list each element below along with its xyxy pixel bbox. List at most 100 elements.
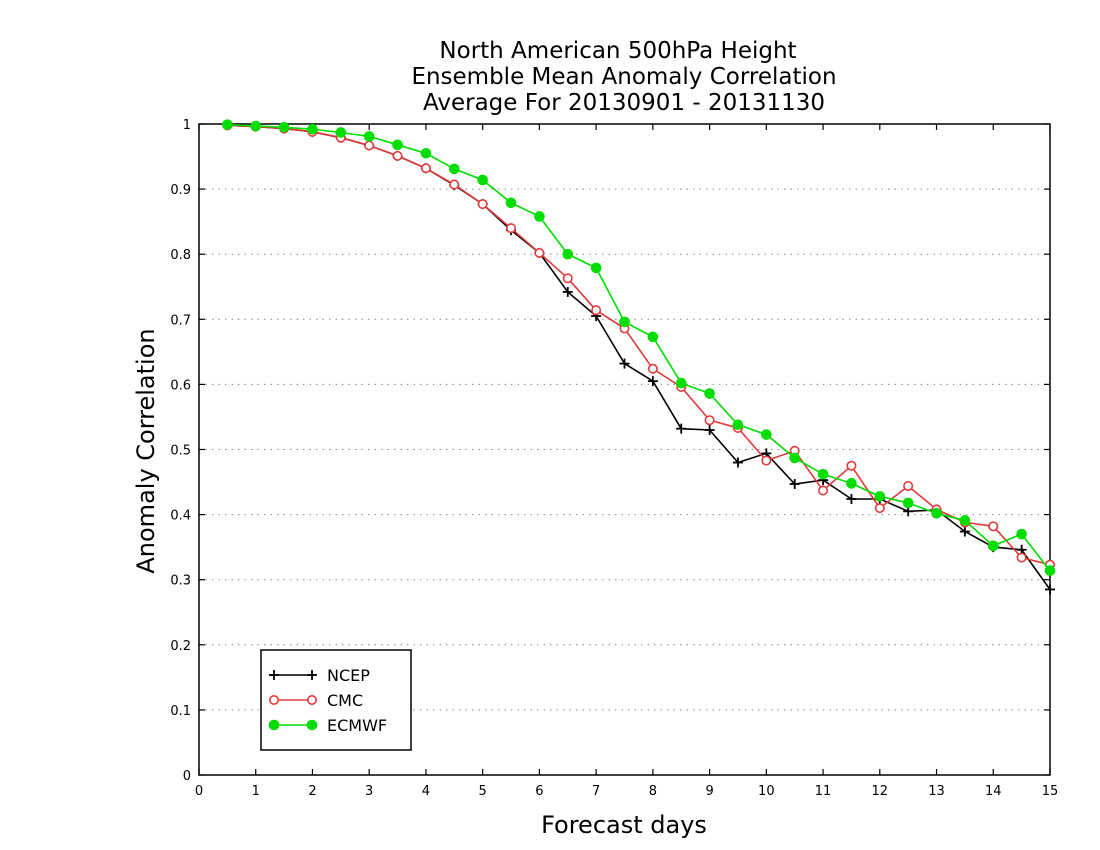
chart-titles: North American 500hPa Height Ensemble Me… [411,38,836,116]
x-tick-label: 8 [649,784,657,799]
data-point-ecmwf [817,468,829,480]
data-point-ncep [1045,584,1055,595]
data-point-cmc [364,140,375,151]
x-tick-label: 5 [479,784,487,799]
data-point-ecmwf [959,515,971,526]
chart-subtitle: Ensemble Mean Anomaly Correlation [411,64,836,90]
x-tick-label: 1 [252,784,260,799]
data-point-ecmwf [505,197,517,209]
x-tick-label: 4 [422,784,430,799]
data-point-ecmwf [789,452,801,464]
gridlines [199,188,1050,711]
data-point-ecmwf [1044,565,1056,576]
data-point-cmc [761,455,772,466]
x-tick-label: 11 [815,784,832,799]
data-point-ecmwf [619,316,630,328]
data-point-ecmwf [562,248,574,260]
data-point-cmc [392,150,403,161]
data-point-ncep [846,493,857,504]
legend-marker-ecmwf [306,719,318,731]
x-tick-label: 12 [872,784,889,799]
legend-marker-ncep [269,670,279,680]
data-point-cmc [420,163,431,174]
x-tick-label: 3 [365,784,373,799]
series-line-ncep [227,124,1051,590]
data-point-cmc [704,415,715,426]
series-ncep [222,120,1055,595]
series-ecmwf [222,119,1056,576]
x-tick-label: 15 [1042,784,1059,799]
data-point-ecmwf [590,262,602,274]
y-axis-label: Anomaly Correlation [132,328,160,573]
x-tick-label: 2 [308,784,316,799]
data-point-cmc [562,273,573,284]
data-point-ecmwf [902,497,914,509]
data-point-ncep [676,423,687,434]
data-point-cmc [477,199,488,210]
data-point-ncep [959,526,970,537]
data-point-ncep [647,376,658,387]
data-point-ncep [562,286,573,297]
data-point-ecmwf [307,123,318,135]
y-tick-label: 0 [183,769,191,784]
series-cmc [222,120,1056,570]
data-point-cmc [647,363,658,374]
x-tick-label: 14 [985,784,1002,799]
data-point-ecmwf [335,127,347,138]
legend: NCEP CMC ECMWF [260,649,412,751]
y-tick-label: 0.4 [170,509,191,524]
data-point-ecmwf [647,331,659,343]
data-point-ecmwf [1016,528,1027,540]
legend-item-ncep: NCEP [269,666,370,685]
y-tick-label: 1 [183,118,191,133]
data-point-ecmwf [477,174,488,186]
x-tick-label: 10 [758,784,775,799]
x-axis-label: Forecast days [541,811,707,839]
y-tick-label: 0.1 [170,704,191,719]
data-point-ncep [704,424,715,435]
data-point-ncep [619,358,630,369]
data-point-ecmwf [420,147,432,159]
data-point-ecmwf [675,377,687,389]
x-tick-label: 9 [705,784,713,799]
data-point-cmc [449,179,460,190]
data-point-cmc [534,247,545,258]
y-tick-label: 0.6 [170,378,191,393]
data-point-ncep [789,479,800,490]
data-point-cmc [846,460,857,471]
legend-label-ecmwf: ECMWF [327,716,387,735]
data-point-ecmwf [449,163,460,175]
data-point-cmc [988,521,999,532]
legend-marker-cmc [268,694,279,705]
legend-label-ncep: NCEP [327,666,370,685]
data-point-ecmwf [874,491,886,502]
legend-item-ecmwf: ECMWF [268,716,387,735]
data-point-cmc [1016,552,1027,563]
y-tick-label: 0.8 [170,248,191,263]
data-point-cmc [591,305,602,316]
data-point-ecmwf [363,131,375,142]
chart-title: North American 500hPa Height [439,38,796,64]
legend-label-cmc: CMC [327,691,363,710]
y-tick-label: 0.7 [170,313,191,328]
data-point-ecmwf [761,429,772,440]
y-tick-label: 0.2 [170,639,191,654]
data-point-cmc [506,223,517,234]
x-tick-label: 7 [592,784,600,799]
x-tick-label: 6 [535,784,543,799]
series-layer [222,119,1056,595]
y-tick-label: 0.9 [170,183,191,198]
data-point-ecmwf [704,388,715,399]
data-point-ecmwf [392,139,403,151]
y-tick-label: 0.5 [170,444,191,459]
x-axis-ticks: 0 1 2 3 4 5 6 7 8 9 10 11 12 13 14 15 [195,124,1058,799]
data-point-ecmwf [931,507,942,519]
data-point-ecmwf [846,478,857,489]
data-point-ecmwf [987,540,999,552]
y-tick-label: 0.3 [170,574,191,589]
legend-marker-ecmwf [268,719,280,731]
data-point-ncep [732,457,743,468]
chart-subtitle-2: Average For 20130901 - 20131130 [423,90,825,116]
legend-marker-ncep [307,670,317,680]
